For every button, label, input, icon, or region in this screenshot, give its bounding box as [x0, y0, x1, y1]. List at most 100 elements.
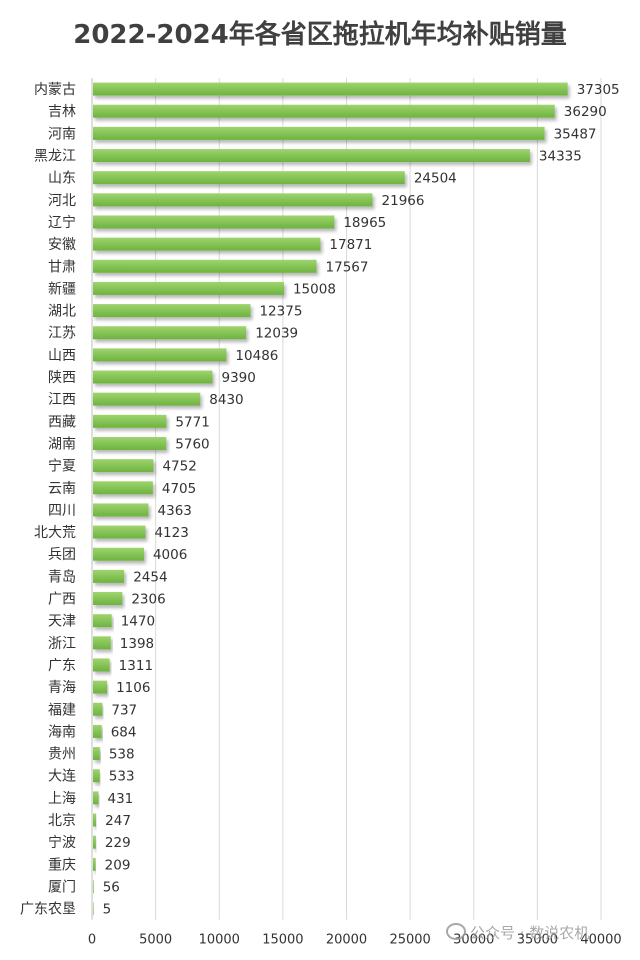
bar [93, 902, 94, 916]
bar [93, 791, 99, 805]
x-tick-label: 0 [88, 933, 96, 948]
bar [93, 481, 153, 495]
value-label: 9390 [221, 370, 255, 386]
bar [93, 592, 123, 606]
value-label: 37305 [577, 82, 620, 98]
category-label: 海南 [48, 724, 76, 740]
bar [93, 614, 112, 628]
watermark-text: 公众号 · 数说农机 [470, 924, 590, 942]
category-label: 宁夏 [48, 458, 76, 475]
category-label: 湖南 [48, 436, 76, 452]
bar [93, 436, 167, 450]
value-label: 538 [109, 747, 135, 763]
value-label: 247 [105, 813, 131, 829]
category-label: 兵团 [48, 547, 76, 563]
bar [93, 747, 100, 761]
x-tick-label: 20000 [326, 933, 367, 948]
category-label: 内蒙古 [34, 82, 76, 98]
value-label: 431 [107, 791, 133, 807]
bar [93, 879, 94, 893]
value-label: 1311 [119, 658, 153, 674]
category-label: 大连 [48, 769, 76, 785]
value-label: 35487 [554, 126, 597, 142]
category-label: 江西 [48, 392, 76, 408]
category-label: 宁波 [48, 834, 76, 851]
bar [93, 281, 284, 295]
category-label: 广东农垦 [20, 902, 76, 918]
bar [93, 459, 154, 473]
x-tick-label: 5000 [139, 933, 172, 948]
value-label: 4006 [153, 547, 187, 563]
category-label: 湖北 [48, 304, 76, 320]
value-label: 18965 [343, 215, 386, 231]
bar [93, 503, 149, 517]
bar [93, 215, 335, 229]
bar [93, 126, 545, 140]
value-label: 10486 [235, 348, 278, 364]
value-label: 5 [103, 902, 112, 918]
category-label: 上海 [48, 791, 76, 807]
category-label: 甘肃 [48, 259, 76, 275]
bar [93, 525, 146, 539]
wechat-icon [446, 923, 466, 940]
bar [93, 414, 167, 428]
bar [93, 835, 96, 849]
value-label: 209 [105, 857, 131, 873]
category-label: 河南 [48, 126, 76, 142]
category-label: 广东 [48, 658, 76, 674]
value-label: 12039 [255, 326, 298, 342]
value-label: 5760 [175, 436, 209, 452]
value-label: 4705 [162, 481, 196, 497]
category-label: 安徽 [48, 237, 76, 253]
value-label: 533 [109, 769, 135, 785]
category-label: 天津 [48, 614, 76, 630]
category-label: 陕西 [48, 370, 76, 386]
category-label: 河北 [48, 193, 76, 209]
category-label: 江苏 [48, 326, 76, 342]
category-label: 山西 [48, 348, 76, 364]
bar [93, 171, 405, 185]
bar [93, 104, 555, 118]
value-label: 1106 [116, 680, 150, 696]
value-label: 2454 [133, 569, 167, 585]
value-label: 4123 [154, 525, 188, 541]
category-label: 西藏 [48, 414, 76, 430]
value-label: 36290 [564, 104, 607, 120]
x-tick-label: 10000 [199, 933, 240, 948]
bar [93, 769, 100, 783]
watermark: 公众号 · 数说农机 [446, 922, 589, 943]
bar [93, 680, 108, 694]
bar [93, 237, 321, 251]
bar [93, 193, 373, 207]
x-tick-label: 35000 [517, 933, 558, 948]
category-label: 云南 [48, 481, 76, 497]
value-label: 15008 [293, 281, 336, 297]
value-label: 1470 [121, 614, 155, 630]
category-label: 厦门 [48, 879, 76, 895]
category-label: 青岛 [48, 569, 76, 585]
category-label: 贵州 [48, 747, 76, 763]
category-label: 辽宁 [48, 214, 76, 231]
value-label: 684 [111, 724, 137, 740]
labels: 0 5000 10000 15000 20000 25000 30000 35000 40000… [20, 82, 622, 948]
bar [93, 392, 201, 406]
value-label: 8430 [209, 392, 243, 408]
bar [93, 149, 530, 163]
bar [93, 658, 110, 672]
value-label: 737 [111, 702, 137, 718]
bar [93, 636, 111, 650]
value-label: 24504 [414, 171, 457, 187]
category-label: 重庆 [48, 857, 76, 873]
bar [93, 857, 96, 871]
value-label: 21966 [382, 193, 425, 209]
bar [93, 724, 102, 738]
category-label: 吉林 [48, 104, 76, 120]
category-label: 浙江 [48, 636, 76, 652]
value-label: 34335 [539, 149, 582, 165]
bar [93, 702, 103, 716]
bars [93, 82, 568, 916]
bar [93, 813, 97, 827]
bar [93, 259, 317, 273]
category-label: 广西 [48, 592, 76, 608]
